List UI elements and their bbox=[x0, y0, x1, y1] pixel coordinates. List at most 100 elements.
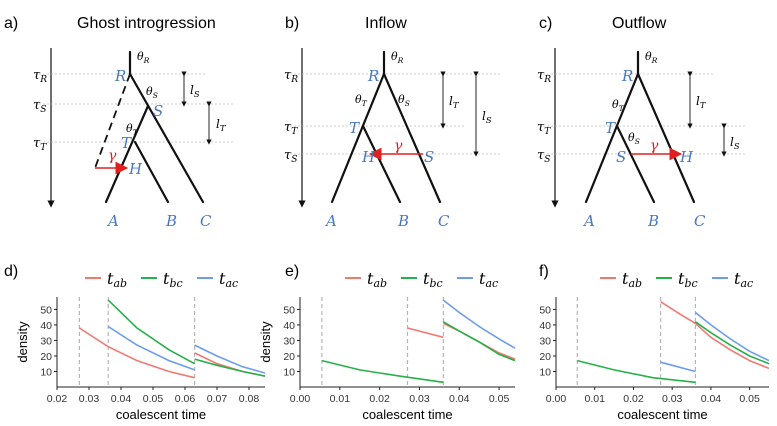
chart-d: d) 10 20 30 40 50 0.02 0.03 0.04 0.05 0.06 0.07 0.08… bbox=[4, 263, 266, 422]
series-line-tab bbox=[660, 301, 770, 370]
panel-b-tree: b) Inflow τR τT τS θR θT θS R T H S γ A … bbox=[284, 15, 500, 230]
y-tick-label: 50 bbox=[539, 304, 551, 316]
length-label: lT bbox=[449, 94, 460, 110]
tau-label: τT bbox=[537, 120, 551, 137]
chart-tag: d) bbox=[4, 263, 18, 280]
legend-label-tab: tab bbox=[622, 269, 642, 290]
tau-label: τT bbox=[33, 136, 47, 153]
legends: tab tbc tac tab tbc tac tab tbc tac bbox=[85, 269, 753, 290]
tau-label: τR bbox=[537, 68, 551, 85]
series-line-tbc bbox=[321, 359, 444, 384]
gamma-label: γ bbox=[394, 138, 403, 154]
theta-label: θS bbox=[146, 85, 158, 100]
panel-a-tree: a) Ghost introgression τR τS τT θR θS θT… bbox=[4, 15, 235, 230]
x-tick-label: 0.03 bbox=[79, 393, 100, 405]
y-tick-label: 20 bbox=[40, 351, 52, 363]
x-tick-label: 0.00 bbox=[546, 393, 567, 405]
x-tick-label: 0.01 bbox=[330, 393, 351, 405]
y-tick-label: 40 bbox=[40, 320, 52, 332]
gamma-label: γ bbox=[650, 138, 659, 154]
tip-label: B bbox=[165, 212, 177, 230]
theta-label: θR bbox=[137, 50, 150, 65]
legend-label-tac: tac bbox=[219, 269, 238, 290]
theta-label: θT bbox=[126, 122, 139, 137]
x-tick-label: 0.01 bbox=[585, 393, 606, 405]
series-line-tac bbox=[660, 361, 696, 373]
y-tick-label: 40 bbox=[283, 320, 295, 332]
panel-c-tree: c) Outflow τR τT τS θR θT θS R T S H γ A… bbox=[537, 15, 745, 230]
legend-label-tac: tac bbox=[734, 269, 753, 290]
chart-f: f) 10 20 30 40 50 0.00 0.01 0.02 0.03 0.04 0.05 coal… bbox=[539, 263, 770, 422]
tip-label: C bbox=[438, 212, 450, 230]
series-line-tbc bbox=[442, 321, 516, 362]
series-line-tac bbox=[694, 311, 770, 362]
tau-label: τT bbox=[284, 120, 298, 137]
length-label: lT bbox=[216, 117, 227, 133]
y-tick-label: 10 bbox=[40, 366, 52, 378]
node-label: R bbox=[621, 67, 633, 85]
theta-label: θR bbox=[645, 50, 658, 65]
theta-label: θT bbox=[612, 98, 625, 113]
legend-label-tbc: tbc bbox=[163, 269, 183, 290]
x-tick-label: 0.02 bbox=[623, 393, 644, 405]
panel-a-tag: a) bbox=[4, 15, 18, 32]
node-label: T bbox=[121, 134, 132, 152]
x-tick-label: 0.00 bbox=[290, 393, 311, 405]
tau-label: τR bbox=[284, 68, 298, 85]
chart-e: e) 10 20 30 40 50 0.00 0.01 0.02 0.03 0.04 0.05 coal… bbox=[258, 263, 516, 422]
x-tick-label: 0.05 bbox=[739, 393, 760, 405]
panel-a-title: Ghost introgression bbox=[77, 15, 216, 32]
y-tick-label: 20 bbox=[283, 351, 295, 363]
x-tick-label: 0.06 bbox=[175, 393, 196, 405]
series-line-tab bbox=[78, 327, 195, 379]
series-line-tab bbox=[194, 352, 266, 377]
series-line-tab bbox=[407, 327, 444, 339]
tau-label: τS bbox=[284, 148, 297, 165]
theta-label: θS bbox=[398, 93, 410, 108]
tip-label: B bbox=[647, 212, 659, 230]
tip-label: C bbox=[200, 212, 212, 230]
length-label: lT bbox=[696, 94, 707, 110]
x-axis-label: coalescent time bbox=[617, 407, 707, 422]
x-tick-label: 0.04 bbox=[701, 393, 722, 405]
x-tick-label: 0.02 bbox=[47, 393, 68, 405]
series-line-tac bbox=[442, 299, 516, 349]
series-line-tac bbox=[194, 344, 266, 374]
legend-label-tbc: tbc bbox=[423, 269, 443, 290]
node-label: R bbox=[367, 67, 379, 85]
y-tick-label: 30 bbox=[40, 335, 52, 347]
panel-b-title: Inflow bbox=[365, 15, 407, 32]
series-line-tbc bbox=[194, 358, 266, 377]
x-tick-label: 0.02 bbox=[369, 393, 390, 405]
x-tick-label: 0.05 bbox=[143, 393, 164, 405]
x-tick-label: 0.03 bbox=[662, 393, 683, 405]
y-tick-label: 30 bbox=[539, 335, 551, 347]
x-tick-label: 0.08 bbox=[239, 393, 260, 405]
node-label: S bbox=[616, 148, 626, 166]
tau-label: τS bbox=[33, 98, 46, 115]
tip-label: A bbox=[106, 212, 119, 230]
panel-c-tag: c) bbox=[539, 15, 552, 32]
node-label: H bbox=[128, 160, 143, 178]
series-line-tbc bbox=[577, 359, 696, 384]
y-tick-label: 30 bbox=[283, 335, 295, 347]
legend-label-tab: tab bbox=[107, 269, 127, 290]
x-tick-label: 0.05 bbox=[489, 393, 510, 405]
legend-label-tac: tac bbox=[479, 269, 498, 290]
y-axis-label: density bbox=[258, 321, 273, 363]
node-label: S bbox=[424, 148, 434, 166]
chart-tag: e) bbox=[285, 263, 299, 280]
node-label: S bbox=[153, 102, 163, 120]
length-label: lS bbox=[190, 83, 200, 99]
x-tick-label: 0.04 bbox=[111, 393, 132, 405]
chart-tag: f) bbox=[539, 263, 549, 280]
tau-label: τR bbox=[33, 68, 47, 85]
panel-b-tag: b) bbox=[285, 15, 299, 32]
x-tick-label: 0.04 bbox=[449, 393, 470, 405]
gamma-label: γ bbox=[108, 148, 117, 164]
series-line-tbc bbox=[694, 321, 770, 365]
x-axis-label: coalescent time bbox=[362, 407, 452, 422]
y-tick-label: 50 bbox=[283, 304, 295, 316]
series-line-tac bbox=[107, 325, 195, 371]
